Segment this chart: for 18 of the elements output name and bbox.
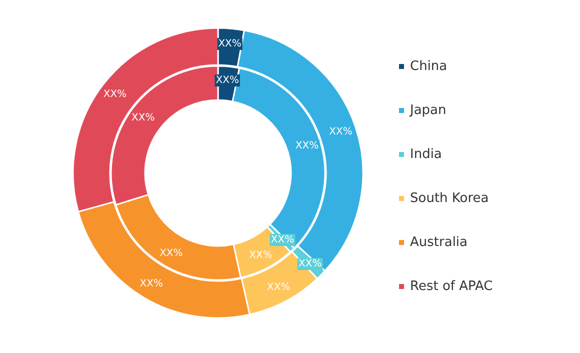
legend-label: China <box>410 59 448 74</box>
legend-label: South Korea <box>410 191 489 206</box>
data-label: XX% <box>140 278 163 290</box>
data-label: XX% <box>270 234 294 246</box>
data-label: XX% <box>298 258 322 270</box>
data-label: XX% <box>103 89 127 100</box>
data-label: XX% <box>295 140 319 152</box>
data-label: XX% <box>216 74 239 86</box>
data-label: XX% <box>249 250 272 262</box>
data-label: XX% <box>329 126 352 138</box>
data-label: XX% <box>266 282 290 293</box>
legend-label: Rest of APAC <box>410 279 493 294</box>
legend-label: Australia <box>410 235 468 250</box>
legend-label: India <box>410 147 442 162</box>
data-label: XX% <box>160 248 183 259</box>
data-label: XX% <box>218 38 242 50</box>
legend-label: Japan <box>409 103 446 118</box>
data-label: XX% <box>132 112 155 124</box>
